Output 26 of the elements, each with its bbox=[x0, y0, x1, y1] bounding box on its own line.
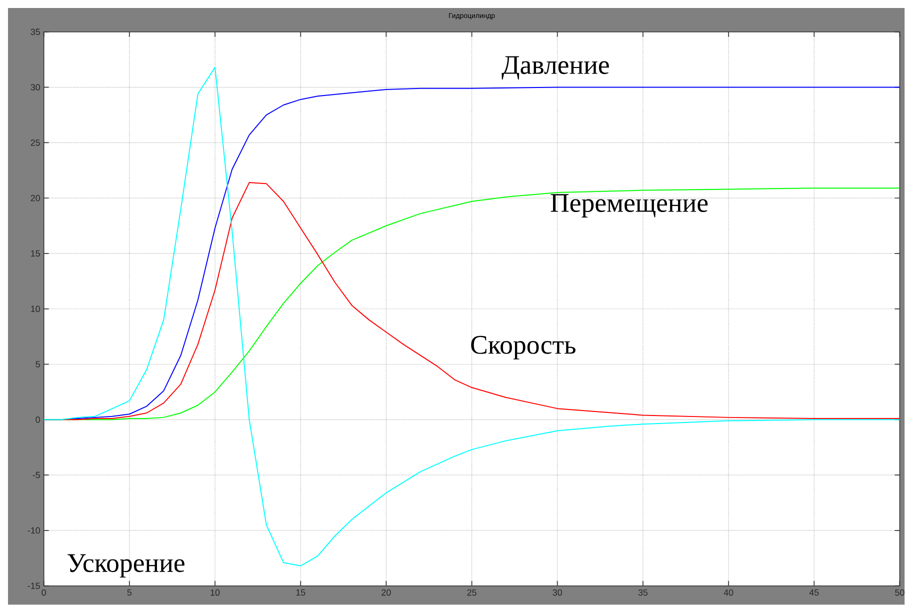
x-tick-label: 20 bbox=[382, 589, 391, 596]
y-tick-label: 10 bbox=[31, 306, 40, 312]
x-tick-label: 45 bbox=[809, 589, 819, 596]
y-tick-label: 15 bbox=[31, 250, 40, 257]
y-tick-label: -5 bbox=[32, 472, 40, 478]
x-tick-label: 25 bbox=[467, 589, 476, 596]
y-tick-label: 30 bbox=[30, 84, 40, 91]
annotation: Скорость bbox=[471, 336, 576, 360]
y-tick-label: 0 bbox=[36, 416, 40, 423]
annotation: Давление bbox=[502, 56, 609, 80]
y-tick-label: -10 bbox=[28, 527, 40, 534]
x-tick-label: 5 bbox=[127, 589, 132, 596]
y-tick-label: 5 bbox=[36, 361, 40, 368]
x-tick-label: 35 bbox=[638, 589, 648, 596]
x-tick-label: 30 bbox=[552, 589, 562, 596]
annotation: Ускорение bbox=[68, 554, 184, 578]
x-tick-label: 0 bbox=[42, 589, 46, 596]
y-tick-label: 25 bbox=[30, 140, 40, 146]
y-tick-label: -15 bbox=[28, 582, 40, 590]
annotation: Перемещение bbox=[550, 194, 708, 218]
y-tick-label: 20 bbox=[30, 195, 40, 202]
x-tick-label: 10 bbox=[210, 589, 220, 596]
x-tick-label: 50 bbox=[895, 589, 904, 596]
x-tick-label: 15 bbox=[296, 589, 306, 596]
y-tick-label: 35 bbox=[30, 28, 40, 36]
x-tick-label: 40 bbox=[724, 589, 734, 596]
